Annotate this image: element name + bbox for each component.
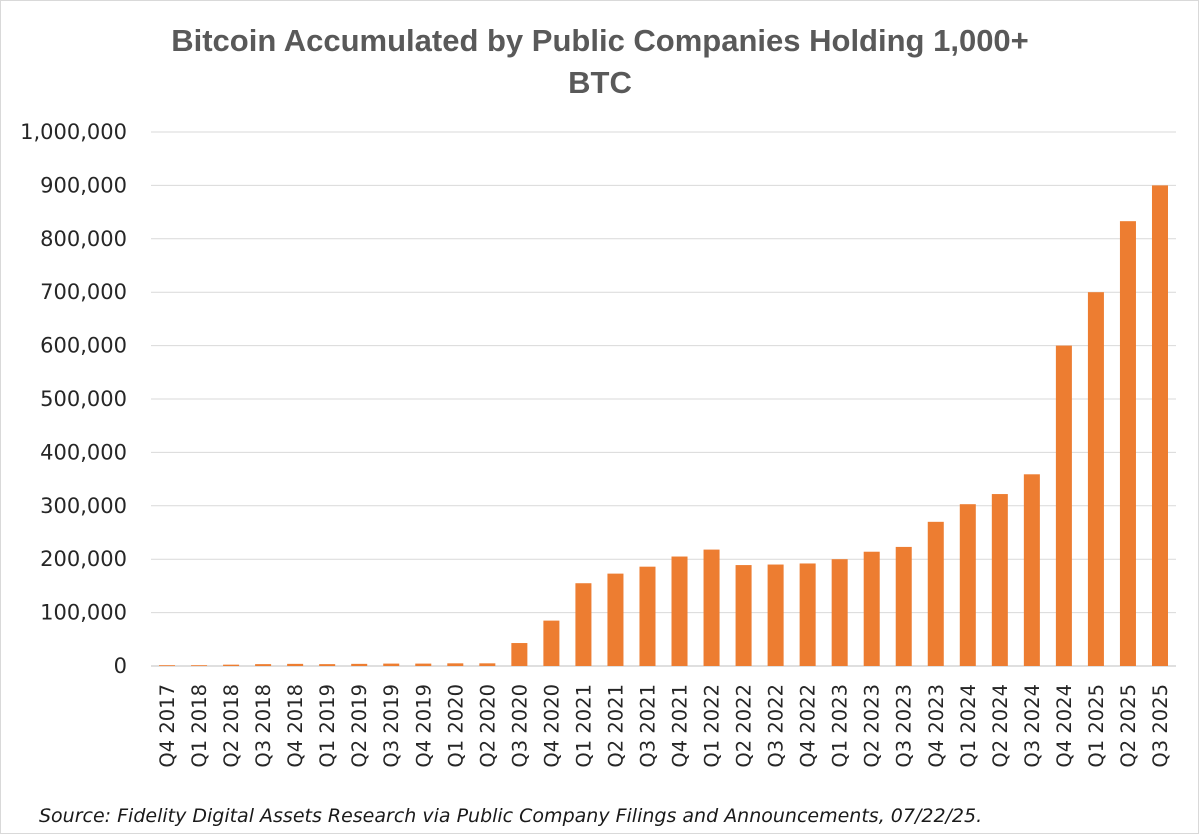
- x-tick-label: Q1 2021: [572, 684, 595, 768]
- bar-q1-2024: [959, 504, 976, 666]
- gridlines: [151, 131, 1176, 667]
- x-tick-label: Q2 2022: [733, 684, 756, 768]
- x-tick-label: Q1 2019: [316, 684, 339, 768]
- bar-q2-2023: [863, 551, 880, 666]
- bar-q4-2022: [799, 563, 816, 666]
- bar-q2-2022: [735, 565, 752, 666]
- x-tick-label: Q4 2020: [540, 684, 563, 768]
- bar-q3-2025: [1151, 185, 1168, 666]
- bar-q1-2018: [191, 665, 208, 666]
- bar-q4-2018: [287, 663, 304, 666]
- bar-q2-2021: [607, 573, 624, 666]
- bar-q3-2022: [767, 564, 784, 666]
- x-tick-label: Q2 2019: [348, 684, 371, 768]
- x-tick-label: Q3 2019: [380, 684, 403, 768]
- y-tick-label: 900,000: [40, 173, 127, 197]
- bar-q3-2023: [895, 546, 912, 666]
- bar-q3-2021: [639, 566, 656, 666]
- x-tick-label: Q2 2024: [989, 684, 1012, 768]
- y-tick-label: 1,000,000: [20, 120, 127, 144]
- x-tick-label: Q1 2025: [1085, 684, 1108, 768]
- y-tick-label: 700,000: [40, 280, 127, 304]
- x-tick-label: Q2 2021: [604, 684, 627, 768]
- bar-q2-2020: [479, 663, 496, 666]
- x-tick-label: Q2 2025: [1117, 684, 1140, 768]
- x-tick-label: Q4 2024: [1053, 684, 1076, 768]
- bar-q2-2025: [1119, 221, 1136, 667]
- bar-q3-2019: [383, 663, 400, 666]
- bar-q4-2024: [1055, 345, 1072, 666]
- y-tick-label: 300,000: [40, 494, 127, 518]
- x-tick-label: Q3 2025: [1149, 684, 1172, 768]
- chart-title-line-2: BTC: [568, 65, 632, 100]
- y-tick-label: 500,000: [40, 387, 127, 411]
- bar-q3-2018: [255, 664, 272, 666]
- x-tick-label: Q3 2022: [765, 684, 788, 768]
- bar-q2-2019: [351, 663, 368, 666]
- bar-q4-2017: [159, 665, 176, 666]
- x-tick-label: Q1 2020: [444, 684, 467, 768]
- bar-q3-2020: [511, 643, 528, 666]
- y-tick-label: 400,000: [40, 440, 127, 464]
- x-tick-label: Q1 2024: [957, 684, 980, 768]
- x-tick-label: Q2 2023: [861, 684, 884, 768]
- x-tick-label: Q4 2019: [412, 684, 435, 768]
- x-tick-label: Q3 2021: [636, 684, 659, 768]
- y-tick-label: 200,000: [40, 547, 127, 571]
- y-tick-label: 600,000: [40, 334, 127, 358]
- x-tick-label: Q4 2023: [925, 684, 948, 768]
- bar-q1-2021: [575, 583, 592, 666]
- bar-q4-2023: [927, 521, 944, 666]
- x-tick-label: Q3 2023: [893, 684, 916, 768]
- bar-q4-2019: [415, 663, 432, 666]
- bar-q1-2019: [319, 664, 336, 666]
- bar-q1-2020: [447, 663, 464, 666]
- x-tick-label: Q4 2018: [284, 684, 307, 768]
- bar-q3-2024: [1023, 474, 1040, 666]
- x-tick-label: Q3 2018: [252, 684, 275, 768]
- x-tick-label: Q3 2024: [1021, 684, 1044, 768]
- bar-q1-2025: [1087, 292, 1104, 666]
- y-tick-label: 0: [114, 654, 127, 678]
- x-tick-label: Q4 2022: [797, 684, 820, 768]
- x-tick-label: Q1 2022: [701, 684, 724, 768]
- bar-q1-2023: [831, 559, 848, 666]
- chart-title-line-1: Bitcoin Accumulated by Public Companies …: [171, 23, 1029, 58]
- y-axis-tick-labels: 0 100,000 200,000 300,000 400,000 500,000 600,…: [20, 120, 127, 678]
- y-tick-label: 800,000: [40, 227, 127, 251]
- x-tick-label: Q4 2017: [156, 684, 179, 768]
- y-tick-label: 100,000: [40, 601, 127, 625]
- bar-q4-2020: [543, 620, 560, 666]
- bar-q1-2022: [703, 549, 720, 666]
- bar-q2-2018: [223, 664, 240, 666]
- source-note: Source: Fidelity Digital Assets Research…: [39, 805, 982, 827]
- x-tick-label: Q1 2018: [188, 684, 211, 768]
- bar-q4-2021: [671, 556, 688, 666]
- x-tick-label: Q2 2018: [220, 684, 243, 768]
- x-tick-label: Q4 2021: [669, 684, 692, 768]
- bars: [159, 185, 1168, 667]
- bar-q2-2024: [991, 494, 1008, 666]
- x-axis-tick-labels: Q4 2017 Q1 2018 Q2 2018 Q3 2018 Q4 2018 Q1 20…: [156, 684, 1172, 768]
- x-tick-label: Q3 2020: [508, 684, 531, 768]
- x-tick-label: Q1 2023: [829, 684, 852, 768]
- x-tick-label: Q2 2020: [476, 684, 499, 768]
